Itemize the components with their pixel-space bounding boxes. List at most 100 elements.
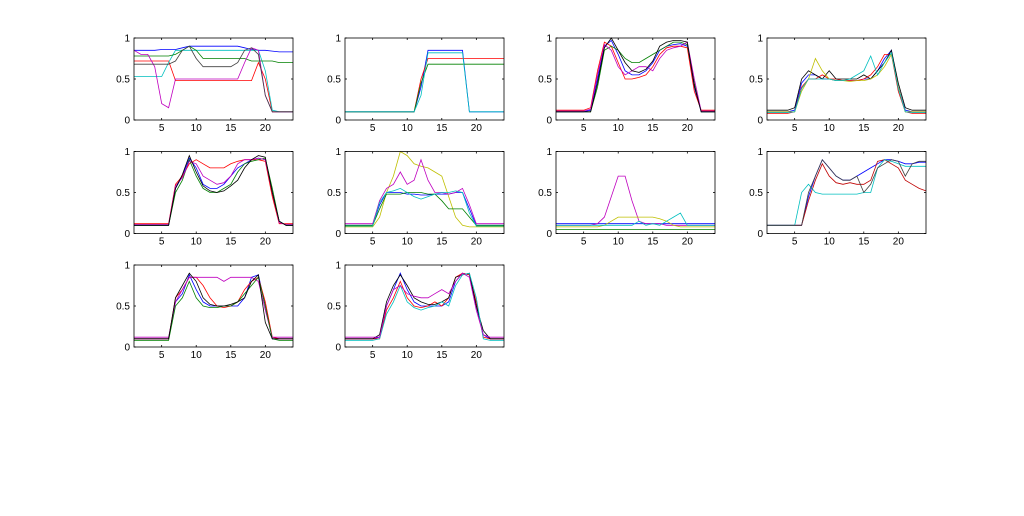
y-tick-label: 1 (124, 261, 130, 272)
series-line (345, 187, 504, 227)
y-tick-label: 0 (335, 343, 341, 354)
y-tick-label: 0.5 (116, 302, 130, 313)
subplot: 5 10 15 20 0 0.5 1 (327, 261, 505, 361)
x-tick-label: 5 (792, 237, 798, 248)
y-tick-label: 1 (335, 261, 341, 272)
subplot: 5 10 15 20 0 0.5 1 (749, 34, 927, 134)
y-tick-label: 0.5 (327, 188, 341, 199)
y-tick-label: 1 (546, 34, 552, 45)
x-tick-label: 5 (159, 350, 165, 361)
x-tick-label: 10 (402, 237, 414, 248)
y-tick-label: 0.5 (116, 188, 130, 199)
x-tick-label: 15 (436, 350, 448, 361)
subplot: 5 10 15 20 0 0.5 1 (116, 34, 294, 134)
series-line (345, 272, 504, 341)
axes-background (345, 151, 504, 234)
x-tick-label: 5 (159, 237, 165, 248)
x-tick-label: 5 (370, 123, 376, 134)
subplot: 5 10 15 20 0 0.5 1 (116, 147, 294, 248)
series-line (134, 157, 293, 225)
series-line (134, 272, 293, 340)
series-line (345, 150, 504, 228)
x-tick-label: 20 (471, 123, 483, 134)
series-line (556, 41, 715, 111)
x-tick-label: 10 (191, 123, 203, 134)
x-tick-label: 20 (682, 123, 694, 134)
x-tick-label: 10 (402, 123, 414, 134)
x-tick-label: 10 (824, 123, 836, 134)
subplot: 5 10 15 20 0 0.5 1 (327, 147, 505, 248)
x-tick-label: 15 (436, 237, 448, 248)
x-tick-label: 20 (682, 237, 694, 248)
y-tick-label: 1 (546, 147, 552, 158)
x-tick-label: 5 (370, 237, 376, 248)
series-line (134, 60, 293, 113)
series-line (134, 45, 293, 113)
x-tick-label: 5 (370, 350, 376, 361)
series-line (345, 272, 504, 340)
series-line (134, 276, 293, 338)
x-tick-label: 15 (858, 123, 870, 134)
y-tick-label: 0.5 (538, 75, 552, 86)
series-line (556, 212, 715, 226)
y-tick-label: 0.5 (116, 75, 130, 86)
series-line (345, 52, 504, 113)
y-tick-label: 0 (124, 343, 130, 354)
x-tick-label: 15 (436, 123, 448, 134)
series-line (134, 154, 293, 226)
y-tick-label: 0.5 (327, 75, 341, 86)
x-tick-label: 20 (893, 237, 905, 248)
x-tick-label: 20 (471, 237, 483, 248)
x-tick-label: 10 (191, 237, 203, 248)
x-tick-label: 15 (225, 237, 237, 248)
series-line (345, 272, 504, 338)
y-tick-label: 0 (546, 229, 552, 240)
y-tick-label: 0 (124, 116, 130, 127)
x-tick-label: 20 (260, 237, 272, 248)
x-tick-label: 5 (159, 123, 165, 134)
axes-background (556, 38, 715, 120)
subplot: 5 10 15 20 0 0.5 1 (749, 147, 927, 248)
series-line (556, 216, 715, 228)
x-tick-label: 20 (893, 123, 905, 134)
x-tick-label: 10 (402, 350, 414, 361)
x-tick-label: 15 (647, 237, 659, 248)
x-tick-label: 15 (225, 350, 237, 361)
x-tick-label: 15 (225, 123, 237, 134)
axes-background (345, 38, 504, 120)
x-tick-label: 20 (471, 350, 483, 361)
series-line (134, 276, 293, 341)
subplot: 5 10 15 20 0 0.5 1 (116, 261, 294, 361)
x-tick-label: 15 (858, 237, 870, 248)
series-line (345, 158, 504, 225)
series-line (134, 45, 293, 63)
subplot: 5 10 15 20 0 0.5 1 (327, 34, 505, 134)
series-line (767, 51, 926, 113)
y-tick-label: 0.5 (749, 75, 763, 86)
y-tick-label: 1 (757, 34, 763, 45)
y-tick-label: 0 (124, 229, 130, 240)
x-tick-label: 15 (647, 123, 659, 134)
y-tick-label: 0 (757, 229, 763, 240)
y-tick-label: 0.5 (538, 188, 552, 199)
x-tick-label: 5 (581, 123, 587, 134)
y-tick-label: 0 (546, 116, 552, 127)
series-line (134, 49, 293, 113)
x-tick-label: 10 (613, 123, 625, 134)
y-tick-label: 0 (335, 116, 341, 127)
series-line (767, 158, 926, 226)
y-tick-label: 1 (757, 147, 763, 158)
subplot: 5 10 15 20 0 0.5 1 (538, 34, 716, 134)
x-tick-label: 5 (792, 123, 798, 134)
subplot: 5 10 15 20 0 0.5 1 (538, 147, 716, 248)
x-tick-label: 5 (581, 237, 587, 248)
series-line (134, 45, 293, 53)
x-tick-label: 10 (613, 237, 625, 248)
x-tick-label: 20 (260, 350, 272, 361)
y-tick-label: 0 (757, 116, 763, 127)
x-tick-label: 10 (824, 237, 836, 248)
series-line (767, 49, 926, 111)
x-tick-label: 10 (191, 350, 203, 361)
axes-background (767, 151, 926, 234)
